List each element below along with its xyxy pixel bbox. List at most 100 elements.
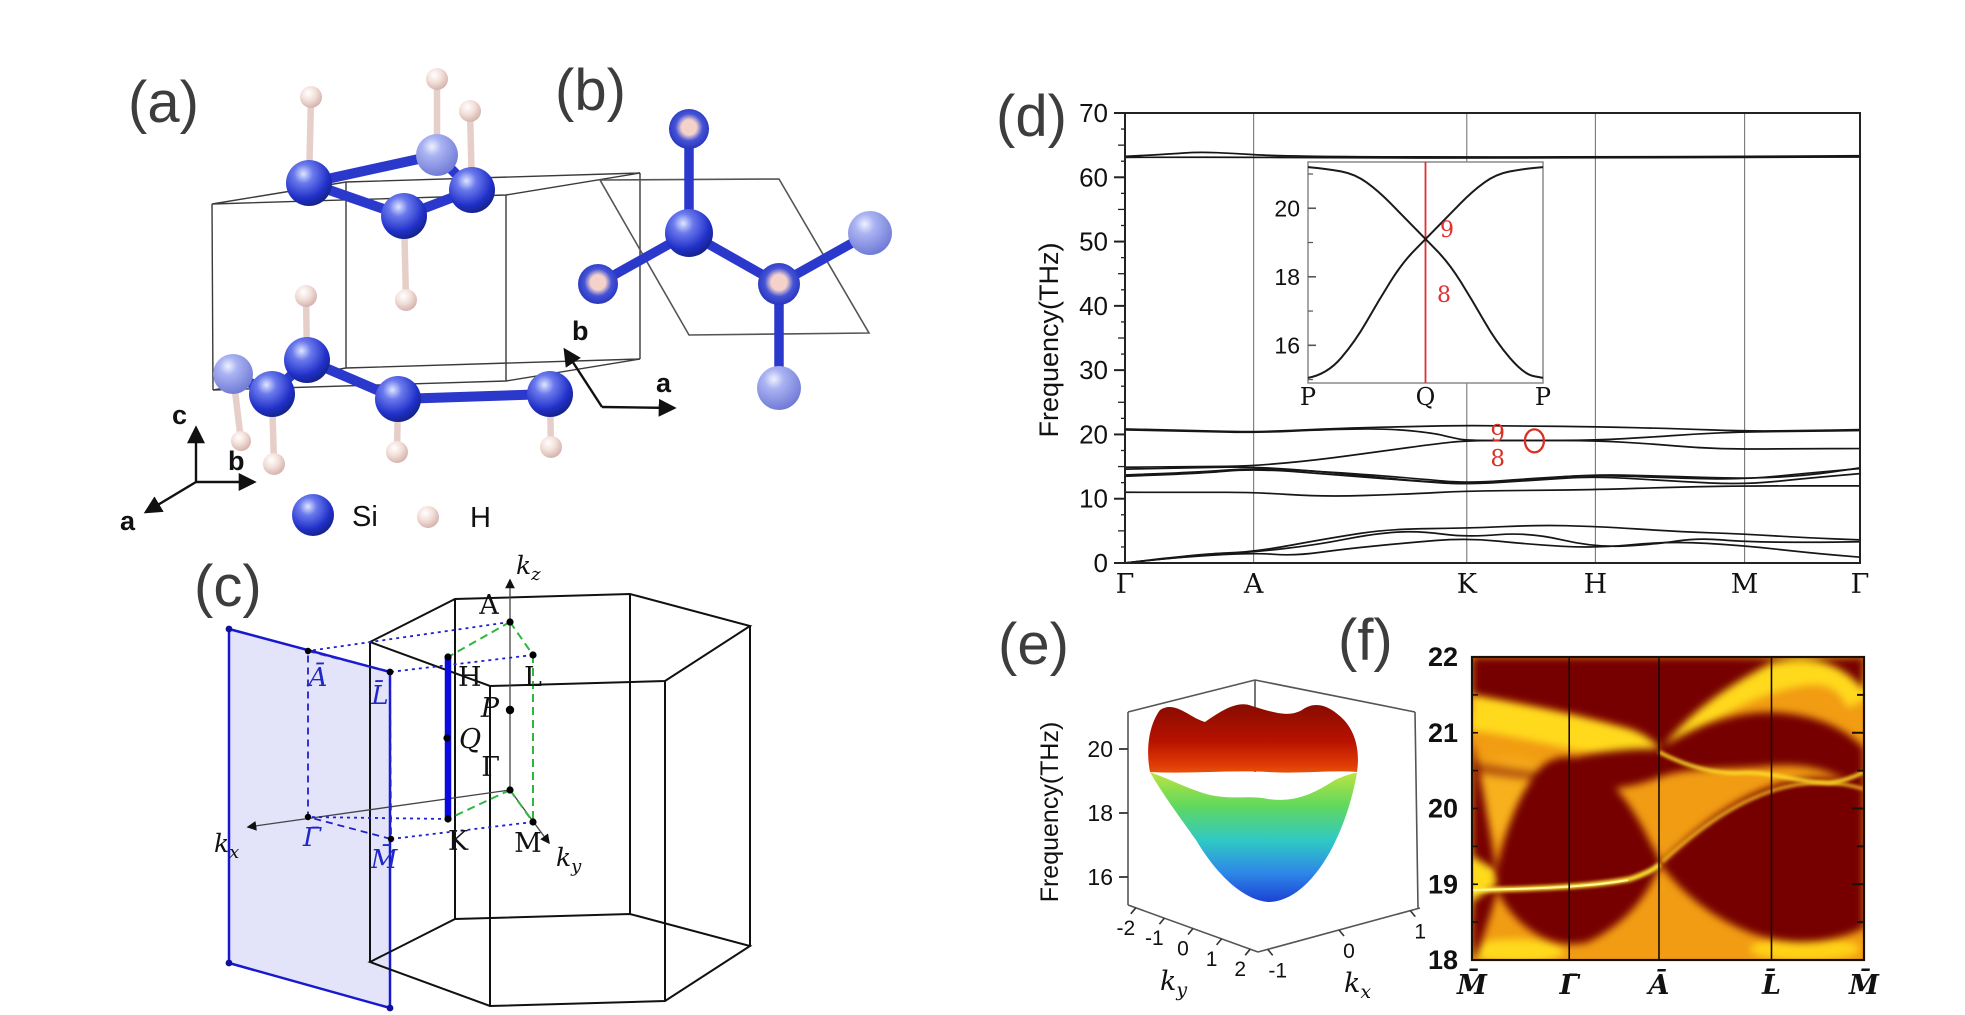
axis-b-label: b xyxy=(572,316,589,346)
panel-b-top-view: (b) b a xyxy=(555,58,892,417)
d-y-tick-label: 50 xyxy=(1079,227,1108,257)
f-y-tick-label: 22 xyxy=(1428,642,1458,672)
panel-a-crystal-structure: (a) xyxy=(120,68,641,536)
si-atom-lower-layer xyxy=(757,366,801,410)
f-y-tick-label: 20 xyxy=(1428,794,1458,824)
band-9-label: 9 xyxy=(1490,421,1505,447)
d-annotations: 98 xyxy=(1490,421,1546,472)
e-z-tick-label: 18 xyxy=(1087,800,1113,826)
panel-c-label: (c) xyxy=(194,554,262,619)
inset-band-curve xyxy=(1307,166,1544,379)
axis-c-label: c xyxy=(172,400,187,430)
d-y-tick-label: 10 xyxy=(1079,484,1108,514)
h-atom xyxy=(395,289,417,311)
e-ky-tick-label: -1 xyxy=(1145,927,1164,950)
e-upper-surface xyxy=(1148,704,1358,773)
point-P-label: P xyxy=(480,693,500,724)
e-ky-tick xyxy=(1130,907,1137,915)
point-K-label: K xyxy=(448,826,469,857)
e-kx-tick-label: 1 xyxy=(1414,921,1426,944)
point-H-label: H xyxy=(458,662,482,693)
inset-x-tick-label: P xyxy=(1300,383,1316,411)
e-ky-tick-label: -2 xyxy=(1116,917,1135,940)
band-curve xyxy=(1124,466,1861,484)
panel-d-phonon-dispersion: (d) Frequency(THz) Γ A K H M Γ010203040506070… xyxy=(996,84,1869,600)
projection-lines-blue-dashed xyxy=(307,621,534,841)
si-atom xyxy=(527,371,573,417)
inset-y-tick-label: 20 xyxy=(1274,195,1300,221)
f-x-tick-label: L̄ xyxy=(1761,967,1781,1001)
bz-prism xyxy=(367,592,753,1008)
d-x-tick-label: K xyxy=(1457,569,1478,600)
d-y-tick-label: 40 xyxy=(1079,291,1108,321)
d-y-tick-label: 20 xyxy=(1079,419,1108,449)
f-heatmap xyxy=(1472,657,1864,960)
inset-y-tick-label: 18 xyxy=(1274,264,1300,290)
h-legend-label: H xyxy=(470,502,491,534)
si-si-bonds xyxy=(228,150,555,404)
axis-a-label: a xyxy=(656,368,672,398)
point-Gammabar-label: Γ̄ xyxy=(302,823,322,853)
panel-b-label: (b) xyxy=(555,58,626,123)
si-atom xyxy=(213,354,253,394)
e-ky-tick xyxy=(1158,917,1166,925)
si-legend-sphere xyxy=(292,494,334,536)
f-y-tick-label: 19 xyxy=(1428,869,1458,899)
e-z-axis-label: Frequency(THz) xyxy=(1036,722,1064,903)
e-ky-axis-label: ky xyxy=(1160,966,1187,1001)
h-atom xyxy=(386,441,408,463)
band-curve xyxy=(1124,424,1861,433)
si-atom xyxy=(416,134,458,176)
panel-c-brillouin-zone: (c) kz kx xyxy=(194,551,753,1012)
e-kx-tick xyxy=(1338,929,1345,937)
e-ky-tick xyxy=(1215,938,1223,946)
e-ky-tick xyxy=(1187,927,1194,936)
d-plot-frame xyxy=(1124,112,1861,564)
band-curve xyxy=(1124,156,1861,159)
high-symmetry-points xyxy=(304,618,537,843)
f-x-tick-label: M̄ xyxy=(1848,967,1880,1001)
si-atom xyxy=(449,167,495,213)
band-curve xyxy=(1124,538,1861,564)
d-y-axis-label: Frequency(THz) xyxy=(1034,242,1064,437)
e-z-tick-label: 16 xyxy=(1087,864,1113,890)
nodal-point-circle xyxy=(1523,428,1546,454)
inset-band-curve xyxy=(1307,166,1544,379)
point-Lbar-label: L̄ xyxy=(370,679,388,711)
ky-axis-label: ky xyxy=(556,843,582,877)
f-x-tick-label: Γ̄ xyxy=(1559,970,1581,1001)
d-y-tick-label: 60 xyxy=(1079,162,1108,192)
d-x-tick-label: Γ xyxy=(1116,569,1135,600)
d-x-tick-label: Γ xyxy=(1851,569,1870,600)
f-y-tick-label: 21 xyxy=(1428,718,1458,748)
f-surface-states xyxy=(1472,750,1864,893)
inset-x-tick-label: Q xyxy=(1416,383,1436,411)
si-h-atom xyxy=(669,109,709,149)
f-gridlines xyxy=(1568,657,1773,960)
h-atom xyxy=(540,436,562,458)
f-x-tick-label: Ā xyxy=(1646,968,1670,1001)
d-x-tick-label: A xyxy=(1243,569,1264,600)
inset-y-tick-label: 16 xyxy=(1274,332,1300,358)
point-Q-label: Q xyxy=(459,724,481,755)
band-curve xyxy=(1124,485,1861,497)
e-ky-tick xyxy=(1244,948,1251,956)
d-band-curves xyxy=(1124,151,1861,564)
band-curve xyxy=(1124,469,1861,485)
h-atom xyxy=(300,86,322,108)
axis-b-label: b xyxy=(228,446,245,476)
si-h-atom xyxy=(758,263,800,305)
panel-e-label: (e) xyxy=(998,612,1069,677)
si-atom xyxy=(375,376,421,422)
band-8-label: 8 xyxy=(1490,446,1505,472)
d-x-tick-label: H xyxy=(1584,569,1608,600)
axis-a-label: a xyxy=(120,506,136,536)
si-atom xyxy=(381,193,427,239)
kz-axis-label: kz xyxy=(516,551,541,585)
h-atom xyxy=(426,68,448,90)
band-curve xyxy=(1124,151,1861,158)
